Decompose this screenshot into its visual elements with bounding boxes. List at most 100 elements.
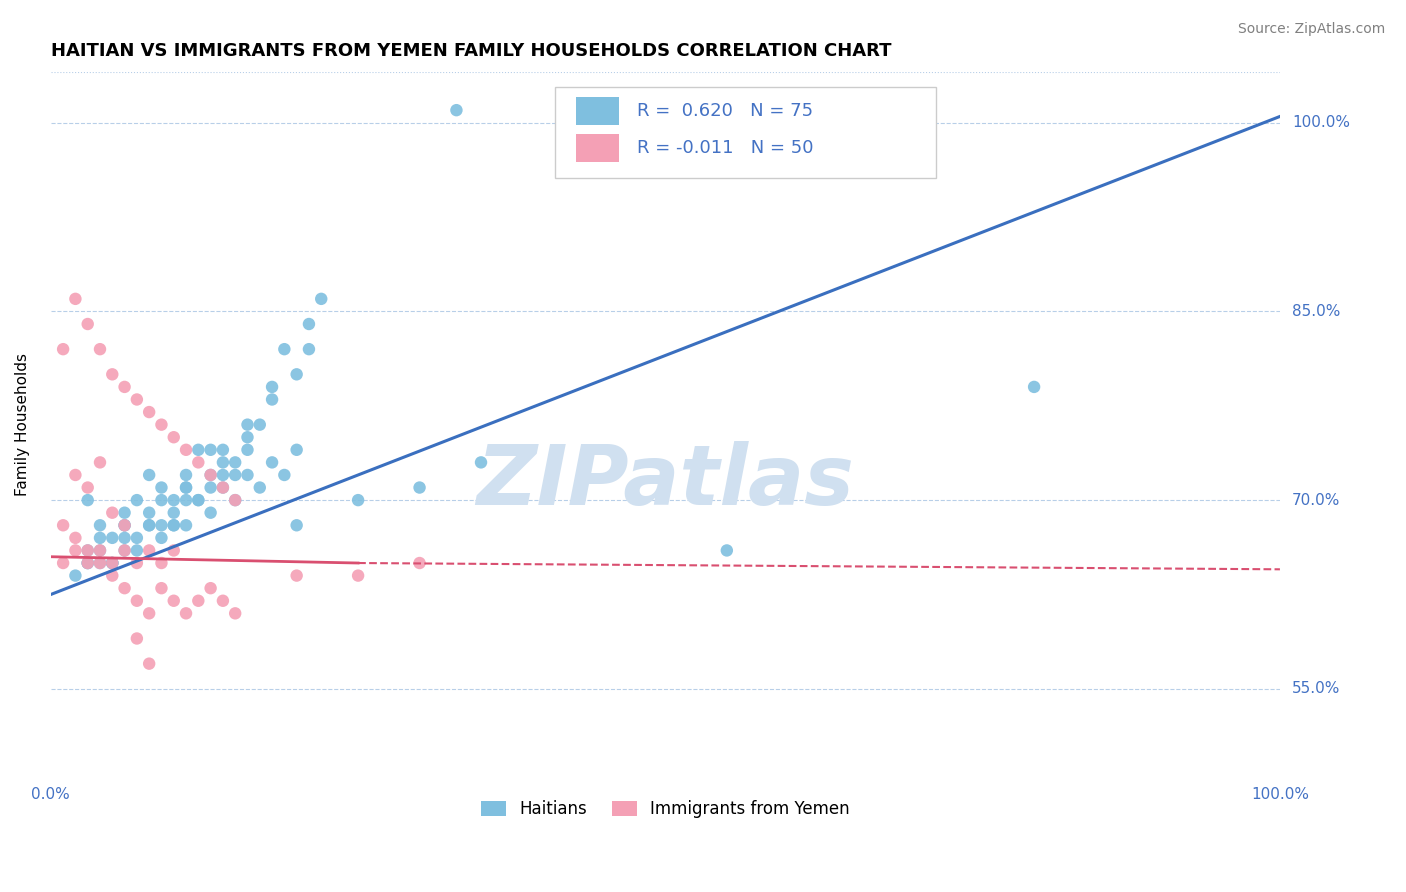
- Point: [125, 543, 148, 558]
- Point: [114, 518, 136, 533]
- Point: [347, 568, 370, 582]
- Point: [174, 467, 197, 482]
- Point: [470, 455, 492, 469]
- Point: [125, 531, 148, 545]
- Point: [76, 543, 98, 558]
- Point: [76, 481, 98, 495]
- Point: [347, 493, 370, 508]
- Point: [114, 518, 136, 533]
- Point: [262, 455, 284, 469]
- Point: [138, 467, 160, 482]
- Point: [52, 342, 75, 356]
- Point: [52, 556, 75, 570]
- Text: HAITIAN VS IMMIGRANTS FROM YEMEN FAMILY HOUSEHOLDS CORRELATION CHART: HAITIAN VS IMMIGRANTS FROM YEMEN FAMILY …: [51, 42, 891, 60]
- Point: [150, 417, 173, 432]
- Point: [150, 556, 173, 570]
- Point: [76, 556, 98, 570]
- Point: [125, 392, 148, 407]
- Text: R =  0.620   N = 75: R = 0.620 N = 75: [637, 103, 813, 120]
- Point: [212, 481, 235, 495]
- Point: [273, 342, 295, 356]
- Point: [89, 543, 111, 558]
- Point: [138, 405, 160, 419]
- Point: [101, 531, 124, 545]
- Point: [76, 317, 98, 331]
- Point: [262, 380, 284, 394]
- Point: [65, 531, 87, 545]
- Point: [125, 593, 148, 607]
- Point: [89, 531, 111, 545]
- Point: [285, 518, 308, 533]
- Text: 100.0%: 100.0%: [1292, 115, 1350, 130]
- Point: [150, 531, 173, 545]
- Point: [273, 467, 295, 482]
- Point: [89, 342, 111, 356]
- Point: [114, 380, 136, 394]
- Text: ZIPatlas: ZIPatlas: [477, 441, 855, 522]
- Point: [101, 556, 124, 570]
- Point: [65, 467, 87, 482]
- Point: [101, 368, 124, 382]
- Point: [212, 467, 235, 482]
- Point: [163, 518, 186, 533]
- Point: [200, 506, 222, 520]
- Point: [65, 543, 87, 558]
- Point: [224, 493, 246, 508]
- Point: [224, 607, 246, 621]
- Point: [89, 556, 111, 570]
- Point: [65, 292, 87, 306]
- Point: [138, 518, 160, 533]
- Point: [163, 543, 186, 558]
- Point: [262, 392, 284, 407]
- Point: [249, 481, 271, 495]
- Point: [163, 493, 186, 508]
- Point: [236, 417, 259, 432]
- Point: [114, 531, 136, 545]
- FancyBboxPatch shape: [555, 87, 936, 178]
- Point: [52, 518, 75, 533]
- Point: [212, 455, 235, 469]
- Point: [76, 556, 98, 570]
- Point: [236, 467, 259, 482]
- Point: [187, 593, 209, 607]
- Point: [101, 556, 124, 570]
- Text: 55.0%: 55.0%: [1292, 681, 1340, 697]
- Point: [200, 467, 222, 482]
- Point: [212, 481, 235, 495]
- FancyBboxPatch shape: [575, 134, 619, 161]
- Point: [125, 556, 148, 570]
- Point: [285, 568, 308, 582]
- Point: [174, 607, 197, 621]
- Point: [163, 506, 186, 520]
- Text: 85.0%: 85.0%: [1292, 304, 1340, 319]
- Point: [101, 506, 124, 520]
- Point: [150, 581, 173, 595]
- Point: [446, 103, 468, 118]
- Point: [174, 481, 197, 495]
- Point: [200, 467, 222, 482]
- Point: [236, 430, 259, 444]
- Point: [163, 430, 186, 444]
- Point: [298, 342, 321, 356]
- Point: [408, 556, 430, 570]
- Point: [212, 593, 235, 607]
- Legend: Haitians, Immigrants from Yemen: Haitians, Immigrants from Yemen: [474, 794, 856, 825]
- Point: [200, 581, 222, 595]
- Point: [138, 657, 160, 671]
- Point: [76, 493, 98, 508]
- Point: [200, 481, 222, 495]
- Point: [174, 518, 197, 533]
- Point: [163, 518, 186, 533]
- Text: R = -0.011   N = 50: R = -0.011 N = 50: [637, 139, 814, 157]
- Point: [174, 493, 197, 508]
- Point: [187, 493, 209, 508]
- Text: Source: ZipAtlas.com: Source: ZipAtlas.com: [1237, 22, 1385, 37]
- Point: [224, 467, 246, 482]
- Point: [101, 568, 124, 582]
- Point: [309, 292, 332, 306]
- Point: [150, 518, 173, 533]
- Point: [212, 442, 235, 457]
- Point: [285, 442, 308, 457]
- Point: [89, 455, 111, 469]
- Point: [125, 493, 148, 508]
